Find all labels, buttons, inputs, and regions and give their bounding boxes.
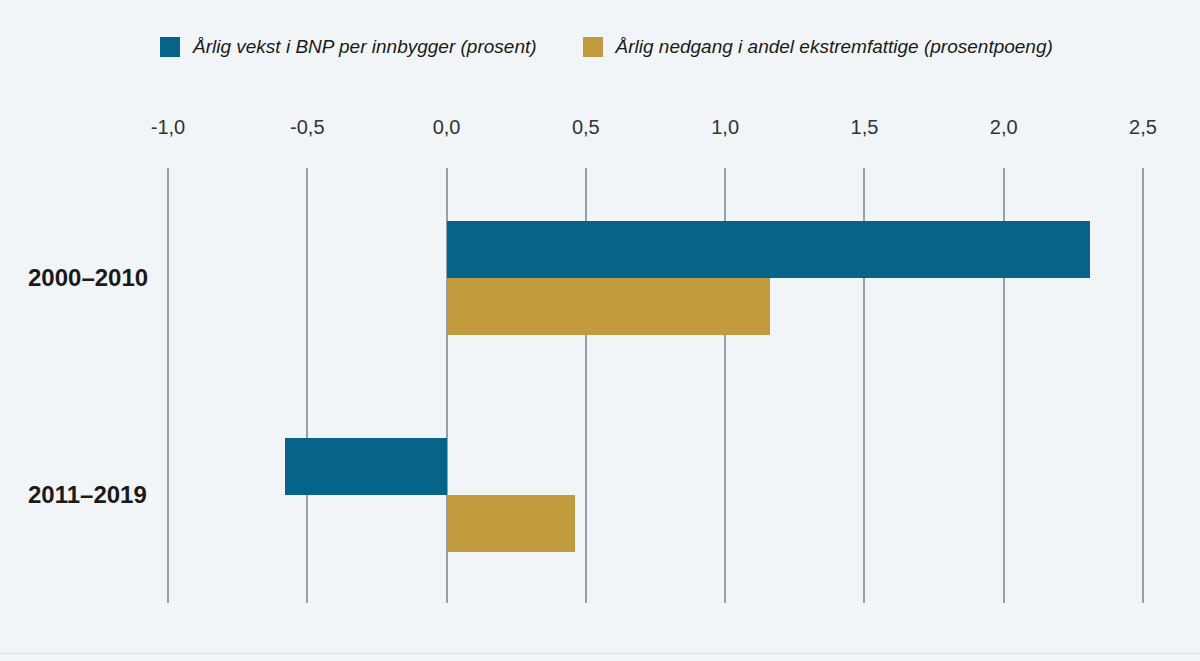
gold-square-swatch <box>583 37 603 57</box>
x-axis-tick-label: -0,5 <box>290 116 324 139</box>
x-axis-tick-label: 1,0 <box>711 116 739 139</box>
vertical-gridline <box>167 168 169 603</box>
bar-fattigdom-2000-2010 <box>447 278 770 335</box>
teal-square-swatch <box>160 37 180 57</box>
category-label: 2000–2010 <box>28 264 148 292</box>
legend: Årlig vekst i BNP per innbygger (prosent… <box>160 36 1053 58</box>
vertical-gridline <box>1142 168 1144 603</box>
x-axis-tick-label: -1,0 <box>151 116 185 139</box>
x-axis-tick-label: 2,0 <box>990 116 1018 139</box>
bottom-border <box>0 653 1200 654</box>
bar-chart: Årlig vekst i BNP per innbygger (prosent… <box>0 0 1200 661</box>
vertical-gridline <box>306 168 308 603</box>
x-axis-tick-label: 0,0 <box>433 116 461 139</box>
legend-label: Årlig vekst i BNP per innbygger (prosent… <box>193 36 537 58</box>
x-axis-tick-label: 1,5 <box>851 116 879 139</box>
bar-bnp-2000-2010 <box>447 221 1091 278</box>
x-axis-tick-label: 0,5 <box>572 116 600 139</box>
category-label: 2011–2019 <box>28 481 147 509</box>
legend-item: Årlig nedgang i andel ekstremfattige (pr… <box>583 36 1053 58</box>
bar-fattigdom-2011-2019 <box>447 495 575 552</box>
bar-bnp-2011-2019 <box>285 438 447 495</box>
x-axis-tick-label: 2,5 <box>1129 116 1157 139</box>
legend-label: Årlig nedgang i andel ekstremfattige (pr… <box>616 36 1053 58</box>
legend-item: Årlig vekst i BNP per innbygger (prosent… <box>160 36 537 58</box>
